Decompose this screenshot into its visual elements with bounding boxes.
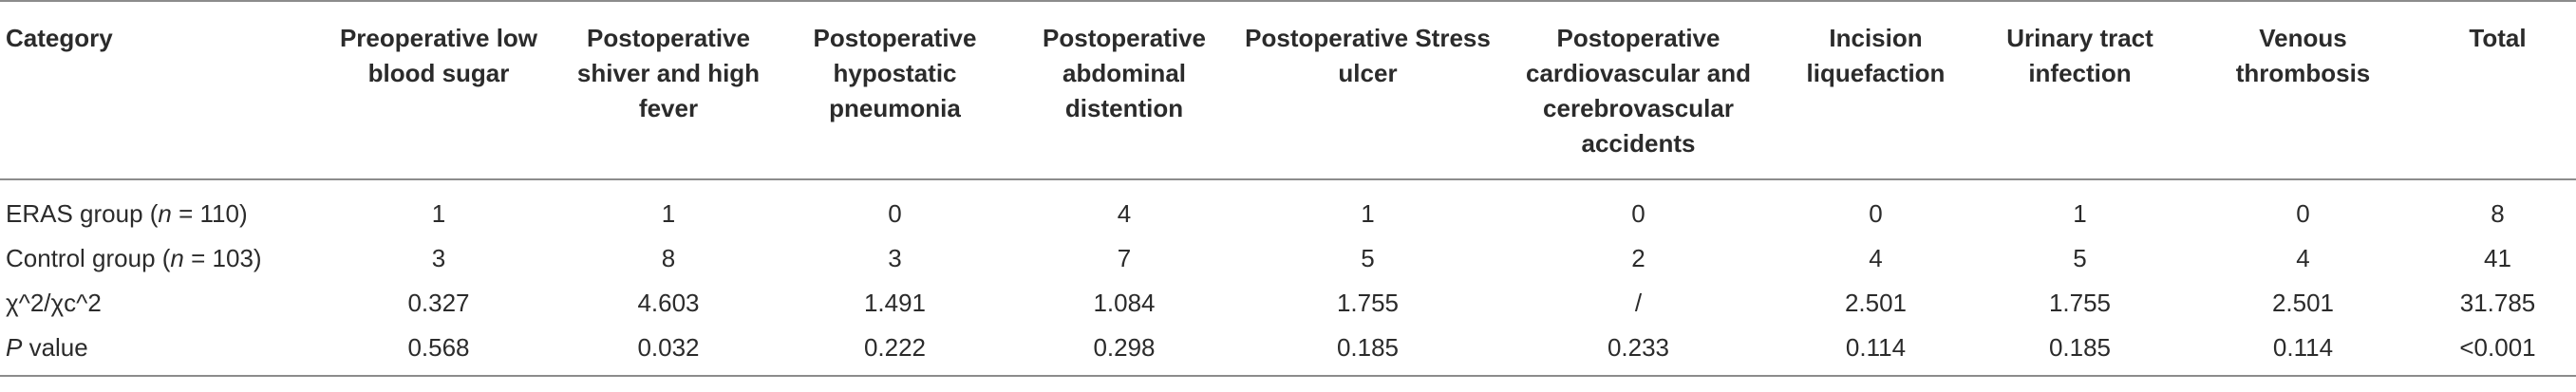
header-hypostatic-pneumonia: Postoperative hypostatic pneumonia (813, 24, 977, 122)
header-incision-liquefaction: Incision liquefaction (1806, 24, 1946, 87)
table-cell: 1.755 (2048, 289, 2112, 317)
table-cell: 5 (2073, 244, 2087, 272)
row-label-suffix: = 103) (183, 244, 262, 272)
row-label: ERAS group (n = 110) (0, 179, 319, 235)
table-cell: 5 (1361, 244, 1375, 272)
table-cell: 0.222 (863, 333, 927, 362)
header-row: Category Preoperative low blood sugar Po… (0, 1, 2576, 179)
table-cell: 7 (1117, 244, 1132, 272)
table-cell: 1 (431, 199, 446, 228)
table-row: χ^2/χc^2 0.327 4.603 1.491 1.084 1.755 /… (0, 280, 2576, 325)
table-cell: 2.501 (2271, 289, 2335, 317)
table-cell: 4.603 (637, 289, 700, 317)
row-label-italic: n (170, 244, 184, 272)
table-cell: 8 (661, 244, 676, 272)
table-cell: 0 (1631, 199, 1645, 228)
table-cell: 0.327 (407, 289, 470, 317)
table-cell: 8 (2491, 199, 2505, 228)
table-cell: 3 (431, 244, 446, 272)
table-cell: 0.114 (2272, 333, 2334, 362)
table-cell: 2 (1631, 244, 1645, 272)
row-label: P value (0, 325, 319, 376)
table-cell: 4 (1869, 244, 1883, 272)
row-label-italic: n (158, 199, 172, 228)
table-cell: 1.491 (863, 289, 927, 317)
table-cell: 0.568 (407, 333, 470, 362)
table-cell: 3 (888, 244, 902, 272)
complications-table: Category Preoperative low blood sugar Po… (0, 1, 2576, 376)
table-cell: 0.185 (2048, 333, 2112, 362)
table-cell: 31.785 (2459, 289, 2536, 317)
row-label-suffix: = 110) (171, 199, 248, 228)
header-shiver-high-fever: Postoperative shiver and high fever (576, 24, 761, 122)
row-label: Control group (n = 103) (0, 235, 319, 280)
row-label: χ^2/χc^2 (0, 280, 319, 325)
table-cell: 1 (2073, 199, 2087, 228)
table-row: ERAS group (n = 110) 1 1 0 4 1 0 0 1 0 8 (0, 179, 2576, 235)
row-label-prefix: χ^2/χc^2 (6, 289, 102, 317)
table-cell: 1 (1361, 199, 1375, 228)
header-abdominal-distention: Postoperative abdominal distention (1043, 24, 1206, 122)
table-cell: 0.233 (1607, 333, 1670, 362)
table-cell: / (1634, 289, 1643, 317)
table-cell: 1.084 (1093, 289, 1156, 317)
header-venous-thrombosis: Venous thrombosis (2235, 24, 2371, 87)
table-cell: 2.501 (1844, 289, 1908, 317)
table-cell: 4 (1117, 199, 1132, 228)
row-label-italic: P (6, 333, 23, 362)
header-total: Total (2469, 24, 2527, 52)
header-preoperative-low-blood-sugar: Preoperative low blood sugar (339, 24, 538, 87)
header-stress-ulcer: Postoperative Stress ulcer (1245, 24, 1491, 87)
header-category: Category (6, 24, 113, 52)
table-cell: <0.001 (2459, 333, 2536, 362)
row-label-prefix: ERAS group ( (6, 199, 159, 228)
table-cell: 0 (1869, 199, 1883, 228)
table-cell: 0 (888, 199, 902, 228)
table-cell: 41 (2484, 244, 2511, 272)
table-row: Control group (n = 103) 3 8 3 7 5 2 4 5 … (0, 235, 2576, 280)
header-urinary-tract-infection: Urinary tract infection (2006, 24, 2153, 87)
table-cell: 0.298 (1093, 333, 1156, 362)
table-cell: 0.185 (1336, 333, 1400, 362)
table-cell: 4 (2296, 244, 2310, 272)
table-cell: 1.755 (1336, 289, 1400, 317)
row-label-suffix: value (22, 333, 88, 362)
header-cardio-cerebrovascular: Postoperative cardiovascular and cerebro… (1526, 24, 1751, 158)
table-cell: 0.114 (1845, 333, 1907, 362)
table-row: P value 0.568 0.032 0.222 0.298 0.185 0.… (0, 325, 2576, 376)
table-cell: 0.032 (637, 333, 700, 362)
row-label-prefix: Control group ( (6, 244, 171, 272)
table-cell: 0 (2296, 199, 2310, 228)
table-cell: 1 (661, 199, 676, 228)
